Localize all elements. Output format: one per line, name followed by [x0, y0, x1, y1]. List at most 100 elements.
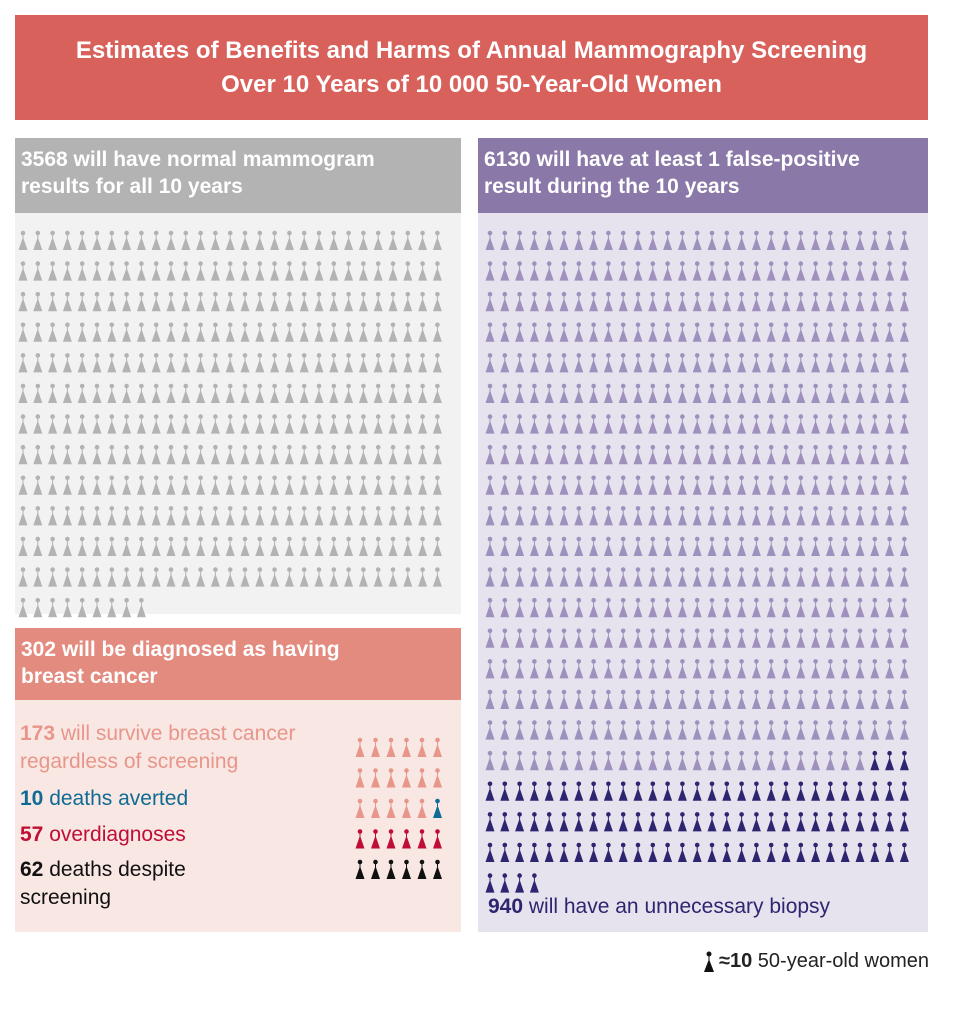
person-icon [92, 444, 102, 465]
person-icon [899, 689, 909, 709]
person-icon [603, 414, 613, 434]
person-icon [371, 798, 380, 818]
person-icon [181, 414, 191, 434]
person-icon [403, 291, 413, 312]
person-icon [136, 506, 146, 526]
person-icon [515, 291, 525, 312]
person-icon [870, 597, 880, 618]
person-icon [544, 322, 554, 342]
person-icon [811, 536, 821, 556]
person-icon [418, 322, 428, 342]
person-icon [210, 475, 220, 495]
person-icon [107, 536, 117, 556]
person-icon [33, 597, 43, 618]
person-icon [796, 414, 806, 434]
person-icon [544, 812, 554, 832]
person-icon [181, 261, 191, 281]
person-icon [737, 659, 747, 679]
person-icon [329, 291, 339, 312]
person-icon [648, 659, 658, 679]
person-icon [270, 261, 280, 281]
person-icon [255, 322, 265, 342]
person-icon [500, 842, 510, 862]
person-icon [707, 230, 717, 250]
person-icon [48, 230, 58, 250]
person-icon [870, 230, 880, 250]
person-icon [737, 720, 747, 740]
person-icon [500, 414, 510, 434]
person-icon [663, 444, 673, 465]
person-icon [589, 659, 599, 679]
person-icon [225, 383, 235, 403]
person-icon [18, 353, 28, 373]
person-icon [371, 768, 380, 788]
person-icon [270, 475, 280, 495]
person-icon [151, 322, 161, 342]
person-icon [181, 444, 191, 465]
person-icon [210, 353, 220, 373]
person-icon [373, 383, 383, 403]
person-icon [885, 689, 895, 709]
person-icon [574, 628, 584, 648]
person-icon [677, 689, 687, 709]
person-icon [77, 597, 87, 618]
person-icon [255, 230, 265, 250]
overdiagnosis-text: overdiagnoses [43, 823, 186, 846]
person-icon [707, 322, 717, 342]
person-icon [48, 322, 58, 342]
person-icon [18, 567, 28, 587]
person-icon [574, 536, 584, 556]
person-icon [166, 353, 176, 373]
person-icon [870, 659, 880, 679]
person-icon [344, 230, 354, 250]
person-icon [529, 659, 539, 679]
person-icon [663, 628, 673, 648]
person-icon [870, 322, 880, 342]
person-icon [544, 781, 554, 801]
person-icon [314, 291, 324, 312]
person-icon [166, 506, 176, 526]
person-icon [885, 353, 895, 373]
person-icon [485, 873, 495, 893]
person-icon [589, 689, 599, 709]
person-icon [358, 291, 368, 312]
person-icon [181, 353, 191, 373]
person-icon [677, 444, 687, 465]
person-icon [500, 291, 510, 312]
person-icon [559, 383, 569, 403]
person-icon [751, 383, 761, 403]
person-icon [840, 536, 850, 556]
person-icon [62, 322, 72, 342]
person-icon [589, 536, 599, 556]
person-icon [722, 261, 732, 281]
person-icon [314, 261, 324, 281]
person-icon [255, 506, 265, 526]
person-icon [825, 291, 835, 312]
person-icon [107, 353, 117, 373]
person-icon [402, 798, 411, 818]
person-icon [270, 291, 280, 312]
biopsy-label: 940 will have an unnecessary biopsy [488, 893, 830, 921]
person-icon [663, 230, 673, 250]
person-icon [299, 506, 309, 526]
person-icon [417, 859, 427, 879]
person-icon [358, 536, 368, 556]
person-icon [737, 536, 747, 556]
person-icon [677, 383, 687, 403]
person-icon [500, 506, 510, 526]
person-icon [589, 597, 599, 618]
person-icon [618, 444, 628, 465]
person-icon [766, 353, 776, 373]
person-icon [633, 536, 643, 556]
person-icon [885, 628, 895, 648]
person-icon [33, 322, 43, 342]
person-icon [781, 720, 791, 740]
person-icon [870, 261, 880, 281]
person-icon [885, 597, 895, 618]
person-icon [633, 353, 643, 373]
person-icon [314, 567, 324, 587]
person-icon [737, 506, 747, 526]
person-icon [255, 475, 265, 495]
person-icon [418, 475, 428, 495]
person-icon [840, 689, 850, 709]
